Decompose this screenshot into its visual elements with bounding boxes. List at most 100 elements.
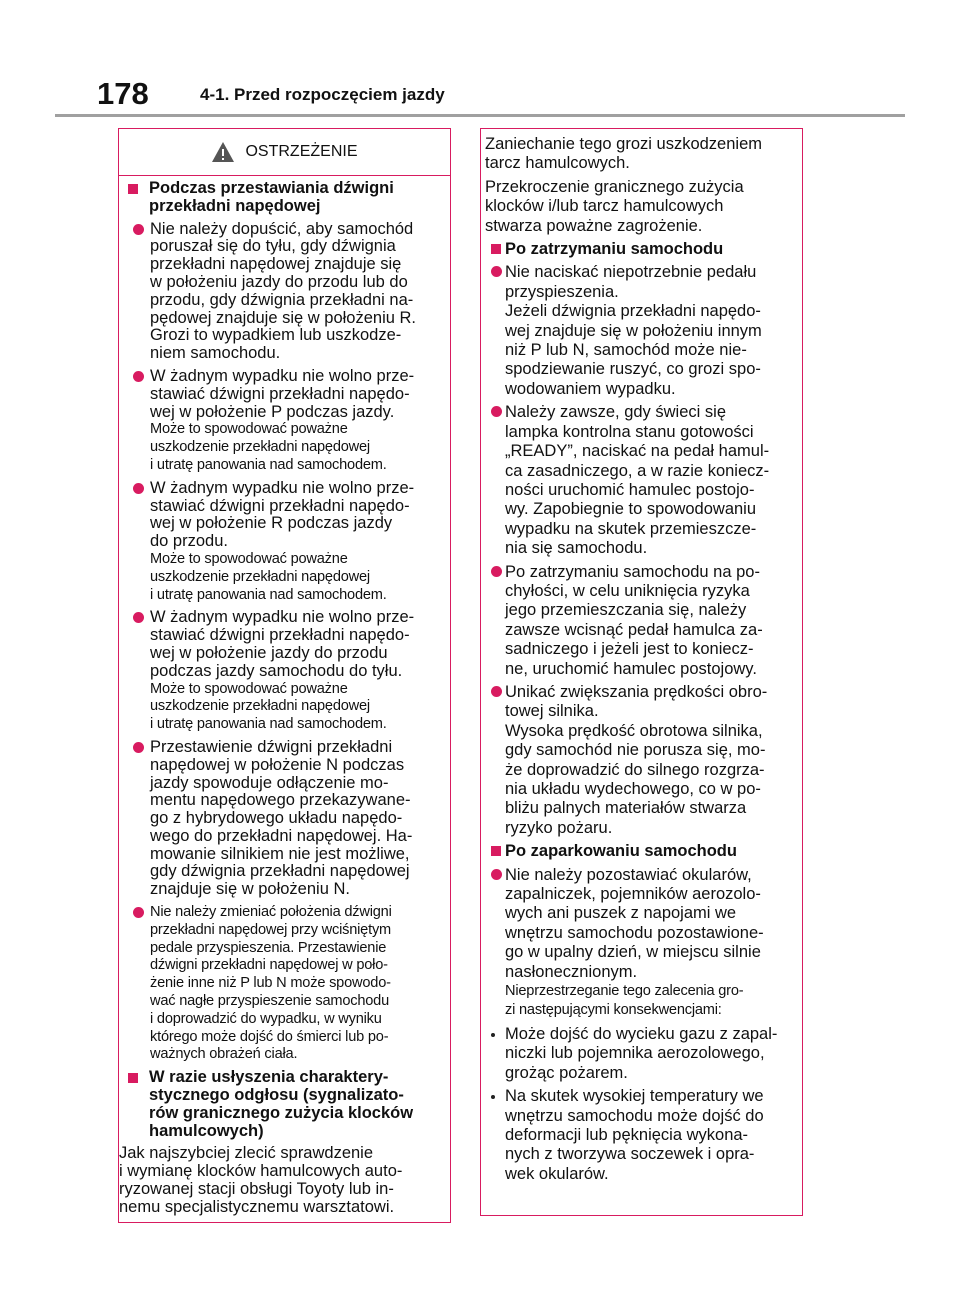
text-line: jazdy spowoduje odłączenie mo- xyxy=(150,773,389,792)
note: Może to spowodować poważne uszkodzenie pr… xyxy=(150,551,450,604)
lines: Zaniechanie tego grozi uszkodzeniem tarcz… xyxy=(485,135,802,174)
heading-marker xyxy=(128,184,138,194)
text-line: wych ani puszek z napojami we xyxy=(505,904,737,923)
text-line: podczas jazdy samochodu do tyłu. xyxy=(150,661,403,680)
text-line: Może to spowodować poważne xyxy=(150,421,348,438)
text-line: żenie inne niż P lub N może spowodo- xyxy=(150,975,391,992)
text-line: wnętrzu samochodu pozostawione- xyxy=(505,923,764,942)
text-line: niem samochodu. xyxy=(150,344,281,363)
text-line: go z hybrydowego układu napędo- xyxy=(150,809,403,828)
text-line: znajduje się w położeniu N. xyxy=(150,880,350,899)
block-dot: Może dojść do wycieku gazu z zapal-niczk… xyxy=(481,1025,802,1083)
text-line: nia układu wydechowego, co w po- xyxy=(505,780,761,798)
dot-marker xyxy=(491,1095,495,1100)
text-line: przyspieszenia. xyxy=(505,282,619,301)
continued-box: Zaniechanie tego grozi uszkodzeniem tarcz… xyxy=(480,128,803,1216)
text-line: wnętrzu samochodu może dojść do xyxy=(505,1106,764,1125)
bullet-marker xyxy=(133,482,144,494)
block-heading: Po zatrzymaniu samochodu xyxy=(481,240,802,259)
text-line: Podczas przestawiania dźwigni xyxy=(149,179,394,197)
text-line: „READY”, naciskać na pedał hamul- xyxy=(505,442,770,461)
text-line: nemu specjalistycznemu warsztatowi. xyxy=(119,1197,395,1216)
text-line: klocków i/lub tarcz hamulcowych xyxy=(485,197,724,216)
text-line: rów granicznego zużycia klocków xyxy=(149,1103,414,1122)
text-line: ważnych obrażeń ciała. xyxy=(150,1046,298,1063)
text-line: dźwigni przekładni napędowej w poło- xyxy=(150,957,388,974)
block-heading: Po zaparkowaniu samochodu xyxy=(481,842,802,861)
text-line: uszkodzenie przekładni napędowej xyxy=(150,439,370,456)
text-line: Po zatrzymaniu samochodu xyxy=(505,240,724,259)
text-line: go w upalny dzień, w miejscu silnie xyxy=(505,943,761,962)
block-bullet: Po zatrzymaniu samochodu na po-chyłości,… xyxy=(481,563,802,679)
text-line: i utratę panowania nad samochodem. xyxy=(150,716,387,733)
lines: Podczas przestawiania dźwigni przekładni … xyxy=(149,179,450,216)
block-bullet: W żadnym wypadku nie wolno prze-stawiać … xyxy=(119,366,450,475)
text-line: przekładni napędowej znajduje się xyxy=(150,255,402,274)
bullet-marker xyxy=(491,868,502,880)
text-line: wypadku na skutek przemieszcze- xyxy=(505,519,757,538)
lines: Na skutek wysokiej temperatury we wnętrzu… xyxy=(505,1087,802,1184)
text-line: mentu napędowego przekazywane- xyxy=(150,791,411,810)
lines: Może dojść do wycieku gazu z zapal-niczk… xyxy=(505,1025,802,1083)
text-line: przekładni napędowej xyxy=(149,196,321,215)
text-line: wać nagłe przyspieszenie samochodu xyxy=(150,993,389,1010)
note: Może to spowodować poważne uszkodzenie pr… xyxy=(150,421,450,474)
text-line: ne, uruchomić hamulec postojowy. xyxy=(505,659,757,678)
block-heading: W razie usłyszenia charaktery-stycznego … xyxy=(119,1068,450,1140)
text-line: Nie należy dopuścić, aby samochód xyxy=(150,219,414,238)
lines: Po zatrzymaniu samochodu na po-chyłości,… xyxy=(505,563,802,679)
lines: W razie usłyszenia charaktery-stycznego … xyxy=(149,1068,450,1140)
bullet-marker xyxy=(133,370,144,382)
bullet-marker xyxy=(491,565,502,577)
text-line: że doprowadzić do silnego rozgrza- xyxy=(505,760,765,779)
block-dot: Na skutek wysokiej temperatury we wnętrzu… xyxy=(481,1087,802,1184)
note: Nieprzestrzeganie tego zalecenia gro-zi … xyxy=(505,982,802,1021)
lines: W żadnym wypadku nie wolno prze-stawiać … xyxy=(150,366,450,421)
text-line: towej silnika. xyxy=(505,702,599,721)
text-line: Grozi to wypadkiem lub uszkodze- xyxy=(150,326,402,345)
text-line: Jeżeli dźwignia przekładni napędo- xyxy=(505,302,761,321)
text-line: gdy dźwignia przekładni napędowej xyxy=(150,862,410,881)
block-bullet: Należy zawsze, gdy świeci się lampka kont… xyxy=(481,403,802,558)
text-line: gdy samochód nie porusza się, mo- xyxy=(505,741,766,760)
text-line: Unikać zwiększania prędkości obro- xyxy=(505,682,768,701)
text-line: ności uruchomić hamulec postojo- xyxy=(505,480,755,499)
text-line: zi następującymi konsekwencjami: xyxy=(505,1002,722,1019)
text-line: Może to spowodować poważne xyxy=(150,680,348,697)
text-line: stawiać dźwigni przekładni napędo- xyxy=(150,626,410,645)
block-bullet: Nie należy zmieniać położenia dźwigni prz… xyxy=(119,904,450,1064)
text-line: wy. Zapobiegnie to spowodowaniu xyxy=(505,500,757,519)
text-line: pedale przyspieszenia. Przestawienie xyxy=(150,939,387,956)
text-line: w położeniu jazdy do przodu lub do xyxy=(150,272,408,291)
page-number: 178 xyxy=(97,76,149,111)
text-line: W żadnym wypadku nie wolno prze- xyxy=(150,366,415,385)
bullet-marker xyxy=(491,406,502,418)
text-line: i doprowadzić do wypadku, w wyniku xyxy=(150,1010,382,1027)
text-line: Przekroczenie granicznego zużycia xyxy=(485,177,744,196)
bullet-marker xyxy=(133,741,144,753)
text-line: stawiać dźwigni przekładni napędo- xyxy=(150,496,410,515)
lines: W żadnym wypadku nie wolno prze-stawiać … xyxy=(150,609,450,680)
text-line: tarcz hamulcowych. xyxy=(485,154,630,173)
lines: W żadnym wypadku nie wolno prze-stawiać … xyxy=(150,479,450,551)
bullet-marker xyxy=(491,685,502,697)
bullet-marker xyxy=(133,223,144,235)
text-line: Po zatrzymaniu samochodu na po- xyxy=(505,562,760,581)
block-bullet: Nie należy dopuścić, aby samochód porusza… xyxy=(119,219,450,363)
text-line: nia się samochodu. xyxy=(505,539,648,558)
text-line: zapalniczek, pojemników aerozolo- xyxy=(505,885,761,904)
block-bullet: Nie należy pozostawiać okularów, zapalnic… xyxy=(481,866,802,1021)
warning-box: OSTRZEŻENIE Podczas przestawiania dźwign… xyxy=(118,128,451,1223)
block-heading: Podczas przestawiania dźwigni przekładni … xyxy=(119,179,450,216)
heading-marker xyxy=(128,1073,138,1084)
text-line: i utratę panowania nad samochodem. xyxy=(150,586,387,603)
text-line: i wymianę klocków hamulcowych auto- xyxy=(119,1162,403,1181)
text-line: Na skutek wysokiej temperatury we xyxy=(505,1087,764,1106)
text-line: do przodu. xyxy=(150,532,228,551)
block-bullet: W żadnym wypadku nie wolno prze-stawiać … xyxy=(119,609,450,734)
text-line: napędowej w położenie N podczas xyxy=(150,755,405,774)
text-line: przodu, gdy dźwignia przekładni na- xyxy=(150,290,414,309)
text-line: nych z tworzywa soczewek i opra- xyxy=(505,1145,755,1164)
text-line: Nie naciskać niepotrzebnie pedału xyxy=(505,263,757,282)
